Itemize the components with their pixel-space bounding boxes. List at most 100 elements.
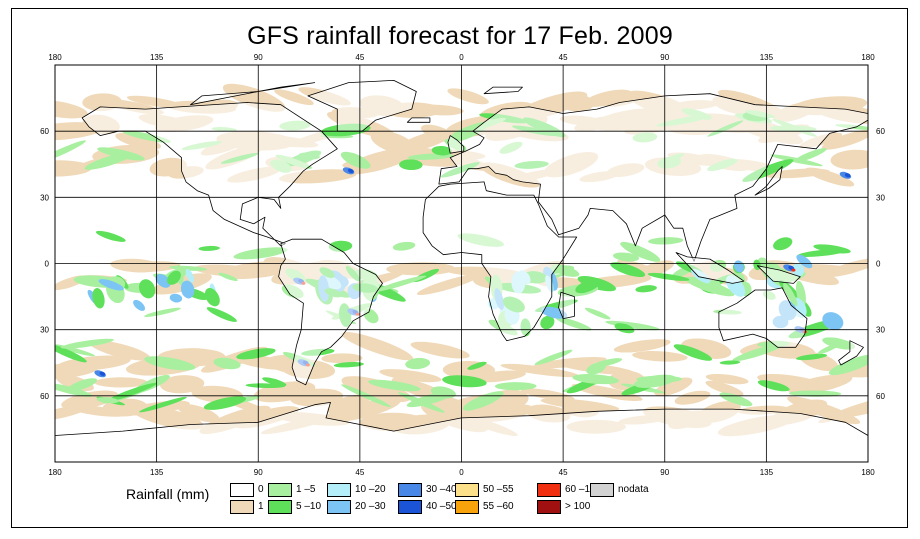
- lon-tick-bottom: 180: [48, 468, 62, 477]
- rain-1mm: [830, 149, 868, 170]
- legend-label: 1 –5: [296, 484, 316, 495]
- rain-1mm: [55, 99, 88, 119]
- rain-1-10mm: [206, 307, 237, 322]
- rain-1-10mm: [368, 379, 421, 392]
- rain-1mm: [89, 340, 151, 361]
- legend-swatch: [268, 500, 292, 514]
- rain-convection: [133, 299, 146, 311]
- legend-label: 10 –20: [355, 484, 386, 495]
- rain-1-10mm: [813, 244, 851, 254]
- lon-tick-top: 135: [150, 53, 164, 62]
- lat-tick-left: 30: [40, 193, 49, 202]
- legend-swatch: [268, 483, 292, 497]
- rain-1-10mm: [203, 396, 247, 410]
- rain-1-10mm: [555, 317, 592, 331]
- rain-1mm: [805, 167, 855, 187]
- rain-1-10mm: [612, 252, 640, 262]
- rain-1mm: [321, 353, 363, 364]
- lon-tick-top: 90: [254, 53, 263, 62]
- rain-1-10mm: [144, 307, 181, 317]
- legend-swatch: [537, 500, 561, 514]
- lon-tick-bottom: 90: [254, 468, 263, 477]
- lat-tick-left: 60: [40, 392, 49, 401]
- lon-tick-top: 45: [559, 53, 568, 62]
- rain-1-10mm: [494, 382, 537, 391]
- lat-tick-left: 60: [40, 127, 49, 136]
- rain-1-10mm: [399, 159, 423, 171]
- rain-1-10mm: [218, 272, 238, 282]
- legend-swatch: [398, 483, 422, 497]
- rain-1mm: [94, 377, 148, 388]
- rain-heavy: [99, 371, 106, 376]
- rain-1mm: [341, 331, 414, 361]
- rain-convection: [796, 254, 813, 269]
- rain-1-10mm: [648, 237, 684, 245]
- rain-heavy: [347, 168, 354, 174]
- rain-convection: [791, 263, 805, 277]
- landmass-arabia-madagascar: [558, 291, 575, 319]
- axis-ticks: 180 180 135 135 90 90 45 45 0 0 45 45 90 90 135 135 180 1…: [40, 53, 885, 477]
- rain-1-10mm: [213, 357, 241, 370]
- landmass-greenland: [307, 80, 417, 132]
- rain-convection: [155, 274, 171, 288]
- rain-1mm: [447, 88, 489, 105]
- lat-tick-right: 30: [876, 193, 885, 202]
- rain-1-10mm: [610, 262, 646, 278]
- legend-label: 5 –10: [296, 501, 322, 512]
- rain-1mm: [830, 401, 868, 419]
- rain-1-10mm: [95, 230, 126, 242]
- rain-1-10mm: [592, 358, 623, 368]
- rain-convection: [540, 315, 555, 330]
- lon-tick-top: 180: [48, 53, 62, 62]
- rain-1mm: [638, 260, 675, 277]
- rain-1-10mm: [233, 247, 288, 260]
- rain-1-10mm: [773, 237, 793, 251]
- lon-tick-bottom: 90: [660, 468, 669, 477]
- lat-tick-right: 60: [876, 392, 885, 401]
- rain-1-10mm: [262, 377, 287, 387]
- rain-1-10mm: [647, 272, 690, 281]
- rain-1mm: [386, 262, 456, 276]
- lat-tick-right: 0: [876, 260, 881, 269]
- rain-1-10mm: [719, 360, 741, 365]
- landmass-eurasia: [438, 93, 868, 262]
- lon-tick-bottom: 45: [355, 468, 364, 477]
- rain-1-10mm: [373, 275, 427, 292]
- rain-1mm: [613, 339, 671, 353]
- rain-convection: [822, 312, 844, 331]
- rain-1-10mm: [572, 374, 620, 385]
- landmass-arctic-islands: [190, 82, 316, 106]
- legend-swatch: [455, 500, 479, 514]
- rain-1-10mm: [673, 344, 713, 361]
- rain-1-10mm: [795, 353, 828, 361]
- rain-1mm: [500, 363, 579, 378]
- lon-tick-bottom: 135: [760, 468, 774, 477]
- rain-1mm: [177, 403, 220, 423]
- lat-tick-right: 60: [876, 127, 885, 136]
- rain-1-10mm: [55, 140, 86, 163]
- rain-1-10mm: [620, 241, 661, 262]
- landmass-svalbard: [483, 86, 523, 95]
- rain-1-10mm: [732, 343, 785, 362]
- rain-1mm: [290, 388, 344, 407]
- lon-tick-bottom: 135: [150, 468, 164, 477]
- lon-tick-bottom: 0: [459, 468, 464, 477]
- legend-label: 1: [258, 501, 264, 512]
- legend-swatch: [230, 483, 254, 497]
- rain-1mm: [583, 89, 632, 107]
- legend-label: 60 –100: [565, 484, 602, 495]
- rain-1mm: [55, 160, 92, 177]
- rain-1mm: [632, 351, 688, 362]
- rain-1-10mm: [60, 338, 114, 349]
- rain-1mm: [471, 370, 526, 383]
- rain-1mm: [413, 104, 464, 116]
- legend-swatch: [537, 483, 561, 497]
- rain-1-10mm: [793, 148, 827, 163]
- legend-title: Rainfall (mm): [126, 486, 210, 502]
- rain-1-10mm: [333, 362, 364, 368]
- lat-tick-left: 30: [40, 326, 49, 335]
- rain-convection: [783, 282, 798, 307]
- rain-1mm: [674, 390, 711, 405]
- rain-1mm: [823, 258, 868, 278]
